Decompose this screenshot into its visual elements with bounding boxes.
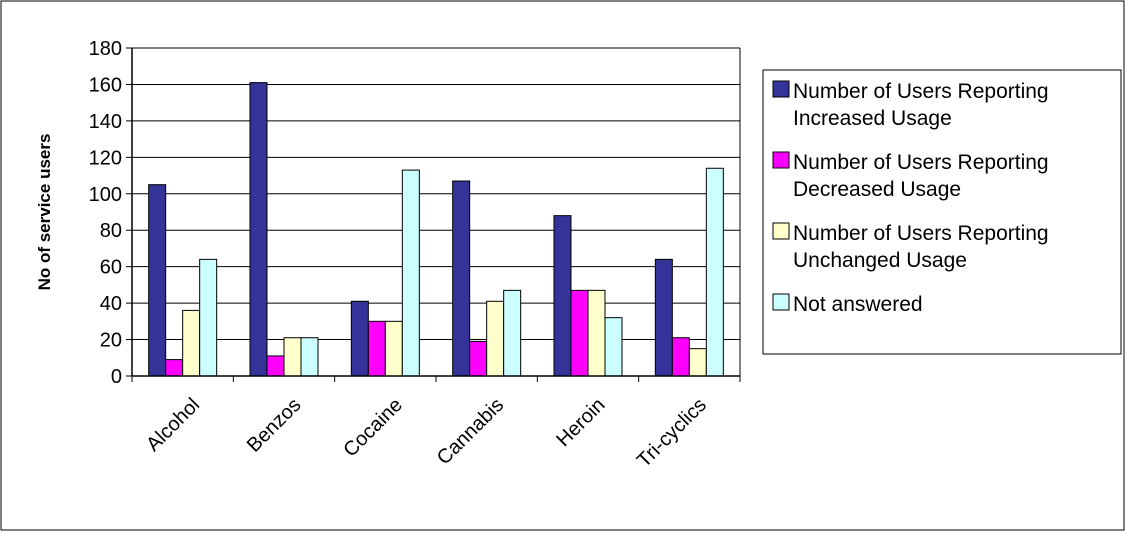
y-tick-label: 80: [100, 220, 122, 242]
axes: [126, 47, 741, 382]
bar: [570, 289, 589, 377]
bar: [469, 340, 488, 377]
legend-box: [762, 69, 1122, 355]
bar: [688, 348, 707, 377]
bar: [452, 180, 471, 377]
legend-label: Number of Users Reporting Unchanged Usage: [793, 222, 1049, 272]
legend-label: Number of Users Reporting Increased Usage: [793, 80, 1049, 130]
legend-label: Not answered: [793, 293, 923, 316]
y-tick-label: 140: [89, 111, 122, 133]
legend-swatch: [772, 80, 790, 98]
bar: [199, 258, 218, 377]
y-tick-labels: 0 20 40 60 80 100 120 140 160 180: [89, 38, 122, 388]
y-tick-label: 160: [89, 74, 122, 96]
y-axis-label: No of service users: [35, 134, 54, 291]
bar: [367, 320, 386, 377]
y-tick-label: 120: [89, 147, 122, 169]
bar: [486, 300, 505, 377]
legend-swatch: [772, 293, 790, 311]
bar: [604, 317, 623, 377]
bar: [553, 215, 572, 377]
y-tick-label: 60: [100, 257, 122, 279]
legend-swatch: [772, 222, 790, 240]
bar: [350, 300, 369, 377]
bar: [654, 258, 673, 377]
y-tick-label: 40: [100, 293, 122, 315]
bars: [148, 82, 724, 377]
bar: [266, 355, 285, 377]
bar: [671, 337, 690, 377]
y-tick-label: 0: [111, 366, 122, 388]
legend: Number of Users Reporting Increased Usage…: [762, 69, 1122, 355]
bar: [165, 359, 184, 377]
y-tick-label: 180: [89, 38, 122, 60]
bar: [300, 337, 319, 377]
bar: [283, 337, 302, 377]
bar: [384, 320, 403, 377]
y-tick-label: 20: [100, 330, 122, 352]
legend-swatch: [772, 151, 790, 169]
bar: [148, 184, 167, 377]
bar: [182, 309, 201, 377]
legend-label: Number of Users Reporting Decreased Usage: [793, 151, 1049, 201]
y-tick-label: 100: [89, 184, 122, 206]
bar: [401, 169, 420, 377]
bar: [705, 167, 724, 377]
bar: [587, 289, 606, 377]
bar: [249, 82, 268, 377]
bar: [503, 289, 522, 377]
